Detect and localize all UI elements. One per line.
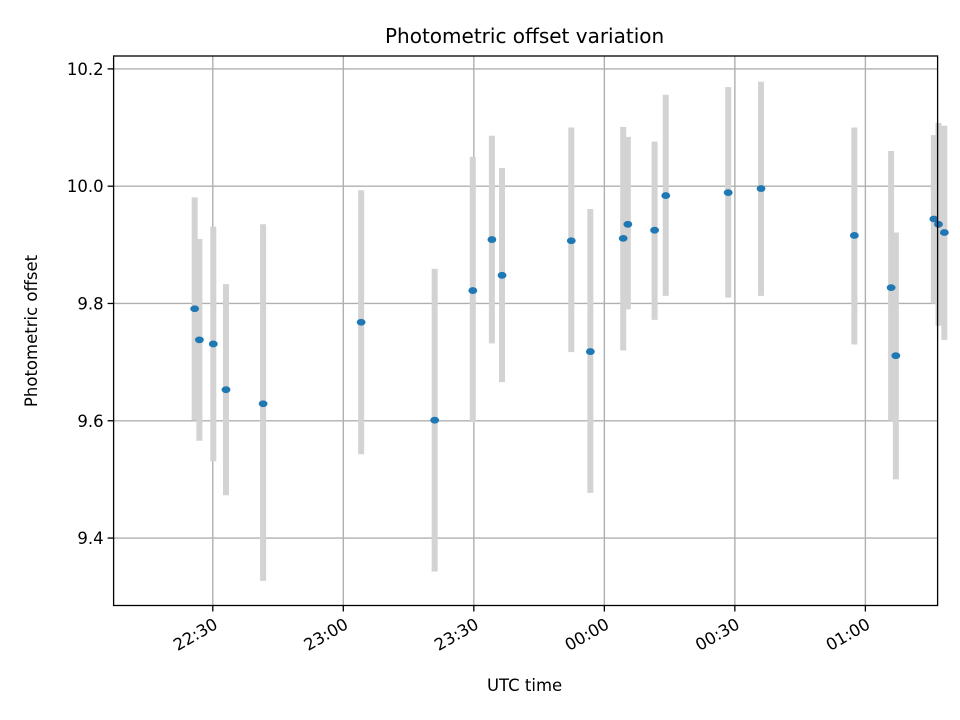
- data-point: [849, 232, 859, 239]
- data-points: [190, 185, 949, 424]
- y-tick-label: 9.6: [77, 412, 103, 431]
- x-axis-label: UTC time: [487, 676, 562, 695]
- x-tick-label: 23:00: [301, 615, 352, 655]
- data-point: [618, 234, 628, 242]
- data-point: [468, 287, 478, 294]
- data-point: [497, 271, 507, 279]
- data-point: [650, 226, 659, 234]
- data-point: [929, 215, 939, 223]
- plot-frame: [112, 55, 939, 607]
- data-point: [194, 336, 204, 344]
- x-tick-label: 22:30: [170, 615, 221, 655]
- data-point: [585, 348, 595, 355]
- data-point: [221, 386, 231, 394]
- data-point: [891, 352, 901, 360]
- data-point: [356, 318, 366, 326]
- data-point: [258, 400, 268, 408]
- data-point: [566, 237, 576, 245]
- x-axis-ticks: 22:30 23:00 23:30 00:00 00:30 01:00: [170, 605, 874, 655]
- y-tick-label: 9.4: [77, 529, 103, 548]
- data-point: [190, 305, 200, 313]
- data-point: [934, 220, 943, 228]
- x-tick-label: 00:30: [692, 615, 743, 655]
- y-tick-label: 10.2: [67, 60, 104, 79]
- y-axis-label: Photometric offset: [22, 254, 41, 407]
- data-point: [886, 284, 896, 292]
- data-point: [208, 340, 218, 348]
- data-point: [623, 220, 633, 228]
- grid: [113, 56, 938, 606]
- y-axis-ticks: 9.4 9.6 9.8 10.0 10.2: [67, 60, 114, 548]
- data-point: [756, 185, 766, 192]
- error-bars: [191, 81, 948, 581]
- data-point: [939, 229, 949, 236]
- chart-title: Photometric offset variation: [385, 24, 664, 48]
- y-tick-label: 10.0: [67, 177, 104, 196]
- data-point: [430, 416, 440, 424]
- data-point: [487, 236, 497, 243]
- y-tick-label: 9.8: [77, 294, 103, 313]
- x-tick-label: 23:30: [431, 615, 482, 655]
- x-tick-label: 00:00: [562, 615, 613, 655]
- data-point: [723, 189, 733, 197]
- x-tick-label: 01:00: [823, 615, 874, 655]
- data-point: [661, 192, 671, 199]
